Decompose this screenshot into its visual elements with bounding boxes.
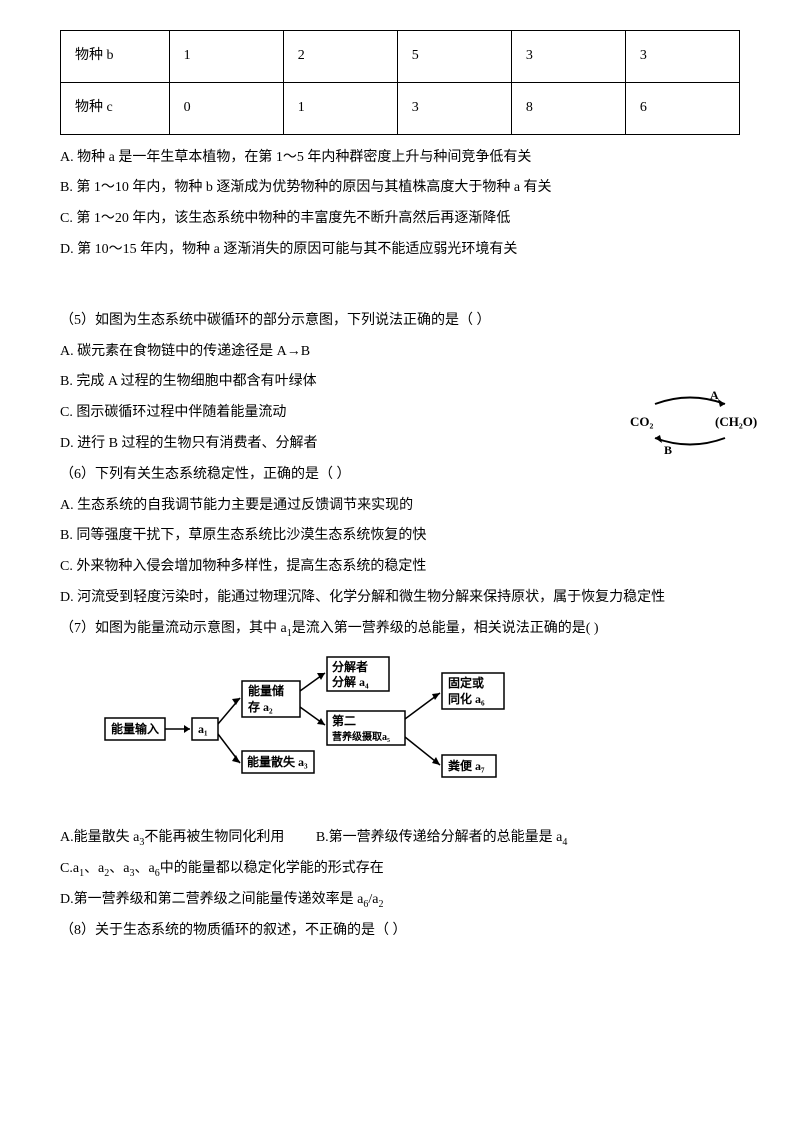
energy-flow-diagram: 能量输入 a₁ 能量储 存 a₂ 能量散失 a₃ 分解者 分解 a₄ 第二 营养…: [100, 653, 560, 803]
cell: 物种 b: [61, 31, 170, 83]
cell: 8: [511, 82, 625, 134]
cell: 3: [625, 31, 739, 83]
species-table: 物种 b 1 2 5 3 3 物种 c 0 1 3 8 6: [60, 30, 740, 135]
svg-text:分解者: 分解者: [332, 659, 368, 674]
svg-text:能量输入: 能量输入: [111, 721, 159, 736]
q7-option-c: C.a1、a2、a3、a6中的能量都以稳定化学能的形式存在: [60, 854, 740, 885]
co2-label: CO₂: [630, 414, 654, 429]
cell: 1: [283, 82, 397, 134]
svg-text:营养级摄取a₅: 营养级摄取a₅: [332, 730, 390, 743]
q7-option-d: D.第一营养级和第二营养级之间能量传递效率是 a6/a2: [60, 885, 740, 916]
question-5: （5）如图为生态系统中碳循环的部分示意图，下列说法正确的是（ ） A. 碳元素在…: [60, 306, 740, 460]
a-label: A: [710, 388, 719, 402]
q6-option-a: A. 生态系统的自我调节能力主要是通过反馈调节来实现的: [60, 491, 740, 522]
q6-stem: （6）下列有关生态系统稳定性，正确的是（ ）: [60, 460, 740, 491]
q6-option-d: D. 河流受到轻度污染时，能通过物理沉降、化学分解和微生物分解来保持原状，属于恢…: [60, 583, 740, 614]
svg-text:粪便 a₇: 粪便 a₇: [448, 758, 485, 773]
svg-text:第二: 第二: [332, 713, 356, 728]
cell: 物种 c: [61, 82, 170, 134]
cell: 3: [397, 82, 511, 134]
carbon-cycle-diagram: CO₂ (CH₂O) A B: [620, 386, 760, 456]
svg-text:a₁: a₁: [198, 722, 208, 736]
q6-option-b: B. 同等强度干扰下，草原生态系统比沙漠生态系统恢复的快: [60, 521, 740, 552]
svg-text:固定或: 固定或: [448, 675, 484, 690]
cell: 2: [283, 31, 397, 83]
svg-text:分解 a₄: 分解 a₄: [332, 674, 369, 689]
table-row: 物种 c 0 1 3 8 6: [61, 82, 740, 134]
cell: 5: [397, 31, 511, 83]
svg-text:存 a₂: 存 a₂: [247, 699, 273, 714]
q8-stem: （8）关于生态系统的物质循环的叙述，不正确的是（ ）: [60, 916, 740, 947]
q7-options-ab: A.能量散失 a3不能再被生物同化利用 B.第一营养级传递给分解者的总能量是 a…: [60, 823, 740, 854]
b-label: B: [664, 443, 672, 456]
ch2o-label: (CH₂O): [715, 414, 757, 429]
cell: 0: [169, 82, 283, 134]
option-d: D. 第 10～15 年内，物种 a 逐渐消失的原因可能与其不能适应弱光环境有关: [60, 235, 740, 266]
cell: 3: [511, 31, 625, 83]
cell: 6: [625, 82, 739, 134]
q7-stem: （7）如图为能量流动示意图，其中 a1是流入第一营养级的总能量，相关说法正确的是…: [60, 614, 740, 645]
option-a: A. 物种 a 是一年生草本植物，在第 1～5 年内种群密度上升与种间竞争低有关: [60, 143, 740, 174]
option-b: B. 第 1～10 年内，物种 b 逐渐成为优势物种的原因与其植株高度大于物种 …: [60, 173, 740, 204]
cell: 1: [169, 31, 283, 83]
table-row: 物种 b 1 2 5 3 3: [61, 31, 740, 83]
q5-option-a: A. 碳元素在食物链中的传递途径是 A→B: [60, 337, 740, 368]
q6-option-c: C. 外来物种入侵会增加物种多样性，提高生态系统的稳定性: [60, 552, 740, 583]
q5-stem: （5）如图为生态系统中碳循环的部分示意图，下列说法正确的是（ ）: [60, 306, 740, 337]
option-c: C. 第 1～20 年内，该生态系统中物种的丰富度先不断升高然后再逐渐降低: [60, 204, 740, 235]
svg-text:能量散失 a₃: 能量散失 a₃: [247, 754, 308, 769]
svg-text:同化 a₆: 同化 a₆: [448, 691, 485, 706]
svg-text:能量储: 能量储: [248, 683, 284, 698]
